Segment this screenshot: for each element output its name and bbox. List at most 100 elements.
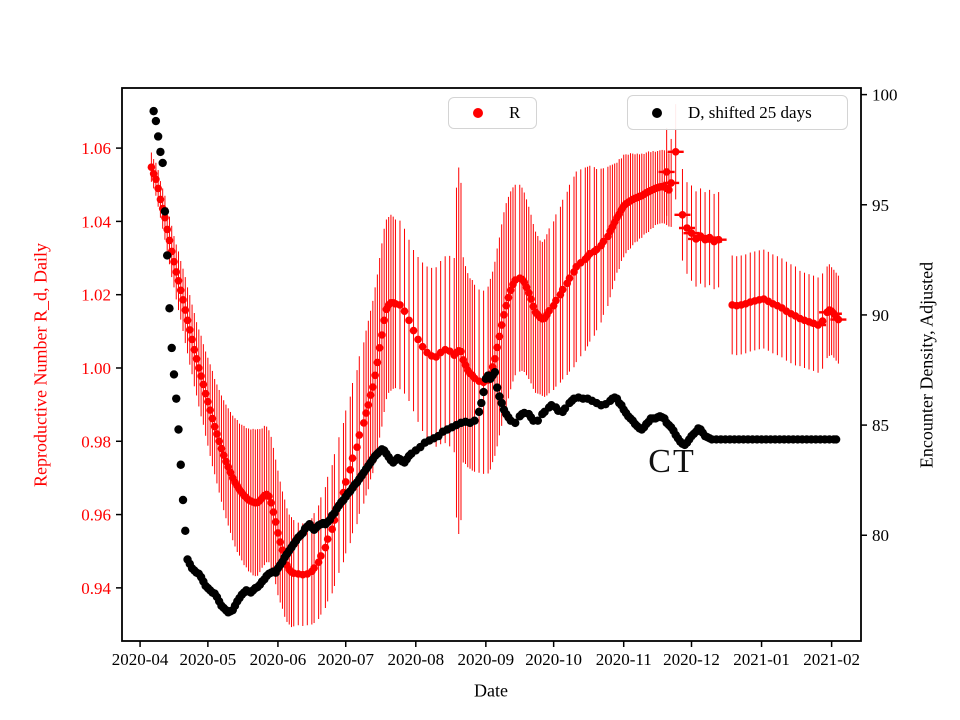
point-r — [502, 301, 510, 310]
point-r — [197, 372, 205, 380]
point-r — [818, 317, 827, 325]
y-right-tick-label: 85 — [872, 416, 889, 435]
point-r — [328, 525, 336, 534]
point-r — [204, 397, 212, 406]
point-r — [210, 422, 219, 431]
point-r — [265, 492, 273, 501]
point-r — [165, 236, 174, 245]
legend-r-marker-icon — [473, 108, 483, 118]
point-d — [477, 398, 486, 408]
x-tick-label: 2020-11 — [596, 650, 652, 669]
point-r — [665, 186, 673, 194]
point-r — [678, 210, 687, 219]
point-r — [217, 444, 226, 453]
point-r — [667, 179, 675, 187]
point-r — [500, 311, 508, 319]
point-r — [418, 342, 427, 351]
state-annotation: CT — [648, 443, 696, 480]
point-r — [188, 335, 196, 344]
y-left-tick-label: 0.98 — [81, 432, 111, 451]
point-d — [492, 383, 502, 392]
point-r — [271, 518, 280, 526]
y-left-tick-label: 1.00 — [81, 359, 111, 378]
point-r — [314, 558, 323, 567]
x-tick-label: 2020-05 — [180, 650, 237, 669]
point-d — [479, 387, 488, 397]
point-d — [169, 370, 179, 379]
y-left-tick-label: 0.96 — [81, 506, 111, 525]
x-axis-label: Date — [474, 680, 508, 701]
point-r — [375, 344, 384, 352]
point-r — [495, 332, 504, 341]
point-r — [348, 454, 357, 462]
point-r — [396, 301, 404, 309]
point-d — [490, 368, 500, 377]
x-tick-label: 2020-08 — [387, 650, 444, 669]
point-r — [156, 195, 165, 204]
point-r — [269, 508, 278, 516]
point-r — [671, 147, 680, 156]
point-r — [170, 257, 178, 266]
point-r — [183, 316, 192, 325]
x-tick-label: 2021-01 — [733, 650, 790, 669]
point-d — [149, 106, 158, 116]
point-r — [380, 316, 388, 325]
point-r — [321, 543, 330, 552]
point-d — [160, 207, 170, 216]
point-r — [414, 335, 422, 344]
point-r — [529, 302, 538, 311]
point-r — [493, 343, 501, 352]
point-r — [545, 307, 553, 315]
point-r — [192, 355, 201, 363]
point-d — [174, 425, 183, 434]
point-r — [491, 355, 499, 363]
axis-ticks — [116, 93, 867, 647]
point-r — [506, 286, 515, 295]
point-d — [533, 416, 543, 425]
point-r — [346, 466, 355, 474]
point-r — [219, 451, 228, 460]
x-tick-label: 2020-06 — [250, 650, 307, 669]
point-r — [360, 419, 368, 427]
point-d — [495, 392, 504, 401]
point-r — [317, 552, 325, 560]
legend-d-label: D, shifted 25 days — [688, 102, 812, 122]
point-d — [158, 158, 167, 168]
point-d — [165, 304, 174, 313]
point-r — [179, 296, 187, 304]
plot-frame — [121, 87, 862, 642]
point-r — [195, 364, 203, 372]
point-r — [208, 414, 217, 423]
point-r — [662, 168, 671, 176]
point-r — [497, 321, 506, 329]
point-r — [154, 184, 162, 193]
point-r — [152, 175, 160, 184]
point-d — [497, 398, 506, 408]
point-r — [323, 535, 332, 543]
point-r — [185, 326, 194, 334]
tick-labels: 2020-04 2020-05 2020-06 2020-07 2020-08 2020-… — [81, 86, 897, 669]
point-r — [181, 306, 190, 314]
y-left-tick-label: 1.06 — [81, 139, 111, 158]
point-r — [371, 371, 379, 380]
point-r — [405, 316, 413, 325]
plot-border — [121, 87, 862, 642]
point-r — [400, 307, 409, 315]
point-r — [201, 389, 210, 398]
point-r — [409, 326, 418, 335]
point-d — [474, 407, 484, 417]
point-r — [362, 409, 370, 417]
x-tick-label: 2020-07 — [317, 650, 374, 669]
x-tick-label: 2021-02 — [803, 650, 860, 669]
point-r — [373, 358, 382, 367]
point-r — [176, 286, 185, 295]
y-right-tick-label: 90 — [872, 306, 889, 325]
y-left-tick-label: 1.02 — [81, 286, 111, 305]
point-r — [369, 383, 377, 391]
point-r — [366, 391, 375, 399]
y-right-tick-label: 95 — [872, 196, 889, 215]
point-r — [213, 430, 221, 438]
point-r — [163, 225, 171, 234]
point-r — [504, 293, 513, 302]
